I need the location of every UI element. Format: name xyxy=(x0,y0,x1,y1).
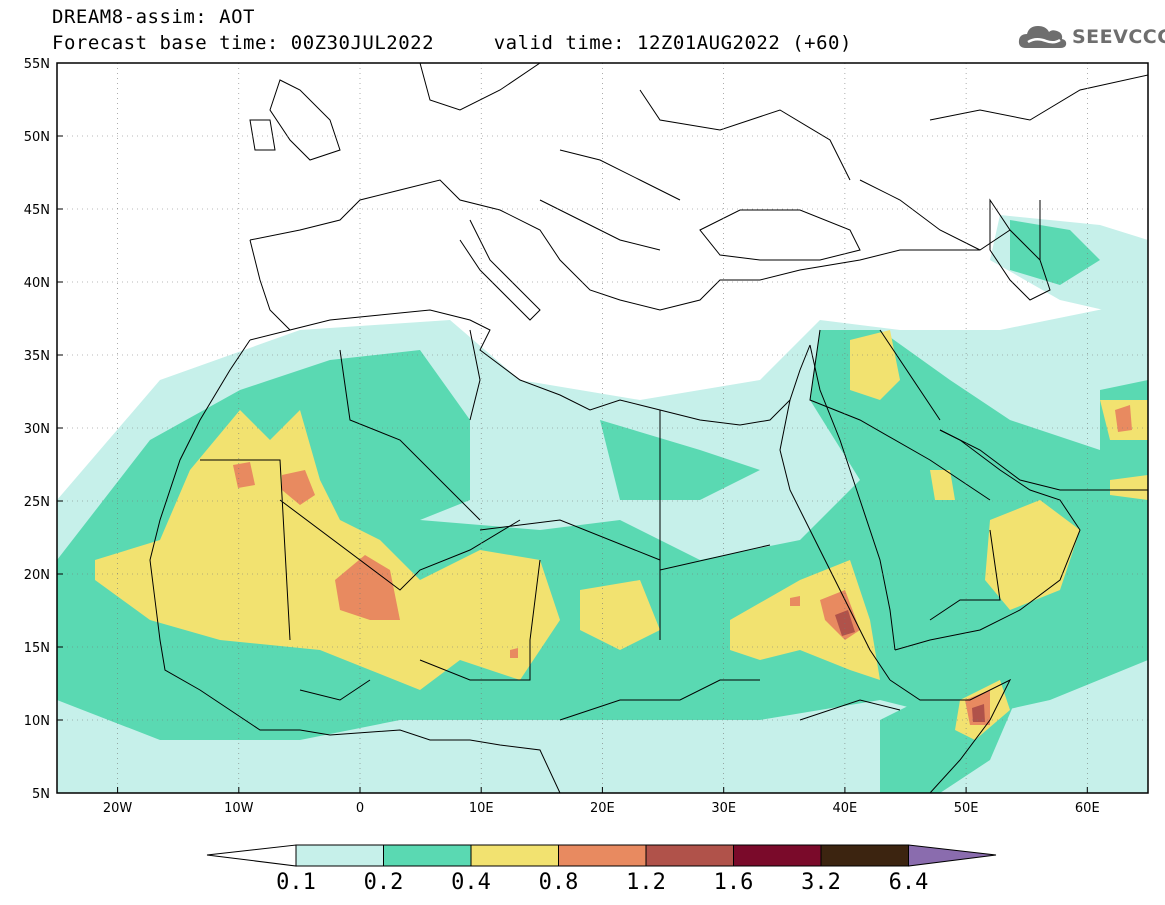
lon-label-20w: 20W xyxy=(103,801,133,816)
colorbar-swatch-2 xyxy=(383,844,472,867)
lat-label-5n: 5N xyxy=(32,787,50,802)
lat-label-40n: 40N xyxy=(24,276,50,291)
aot-band-0-4 xyxy=(95,330,1148,740)
lon-label-10w: 10W xyxy=(224,801,254,816)
colorbar-swatch-4 xyxy=(558,844,647,867)
colorbar-swatch-3 xyxy=(470,844,559,867)
lat-label-20n: 20N xyxy=(24,568,50,583)
cloud-icon xyxy=(1018,26,1067,48)
lat-label-10n: 10N xyxy=(24,714,50,729)
colorbar-label-1-6: 1.6 xyxy=(714,870,754,895)
lat-tick-labels: 55N 50N 45N 40N 35N 30N 25N 20N 15N 10N … xyxy=(24,57,50,802)
colorbar-swatch-7 xyxy=(820,844,909,867)
lat-label-50n: 50N xyxy=(24,130,50,145)
tick-marks xyxy=(57,135,1088,793)
lon-label-30e: 30E xyxy=(711,801,736,816)
colorbar-swatch-1 xyxy=(295,844,384,867)
lon-label-0: 0 xyxy=(356,801,364,816)
lon-label-50e: 50E xyxy=(954,801,979,816)
lat-label-45n: 45N xyxy=(24,203,50,218)
gridlines xyxy=(57,63,1148,793)
colorbar-lower-arrow xyxy=(206,844,297,867)
coastlines-borders xyxy=(149,63,1148,793)
lat-label-55n: 55N xyxy=(24,57,50,72)
seevccc-logo: SEEVCCC xyxy=(1016,22,1165,52)
lat-label-15n: 15N xyxy=(24,641,50,656)
map-title: DREAM8-assim: AOT xyxy=(52,6,255,28)
colorbar-label-1-2: 1.2 xyxy=(626,870,666,895)
colorbar-label-3-2: 3.2 xyxy=(801,870,841,895)
colorbar-label-0-4: 0.4 xyxy=(451,870,491,895)
lon-tick-labels: 20W 10W 0 10E 20E 30E 40E 50E 60E xyxy=(103,801,1100,816)
colorbar-label-6-4: 6.4 xyxy=(889,870,929,895)
lat-label-30n: 30N xyxy=(24,422,50,437)
colorbar-label-0-8: 0.8 xyxy=(539,870,579,895)
colorbar-label-0-1: 0.1 xyxy=(276,870,316,895)
colorbar-swatch-5 xyxy=(645,844,734,867)
lon-label-20e: 20E xyxy=(590,801,615,816)
lon-label-10e: 10E xyxy=(469,801,494,816)
colorbar-swatch-6 xyxy=(733,844,822,867)
lat-label-35n: 35N xyxy=(24,349,50,364)
colorbar: 0.1 0.2 0.4 0.8 1.2 1.6 3.2 6.4 xyxy=(206,844,997,895)
colorbar-upper-arrow xyxy=(908,844,997,867)
lat-label-25n: 25N xyxy=(24,495,50,510)
logo-text: SEEVCCC xyxy=(1072,26,1165,48)
colorbar-label-0-2: 0.2 xyxy=(364,870,404,895)
forecast-time-subtitle: Forecast base time: 00Z30JUL2022 valid t… xyxy=(52,32,852,54)
lon-label-60e: 60E xyxy=(1075,801,1100,816)
lon-label-40e: 40E xyxy=(833,801,858,816)
